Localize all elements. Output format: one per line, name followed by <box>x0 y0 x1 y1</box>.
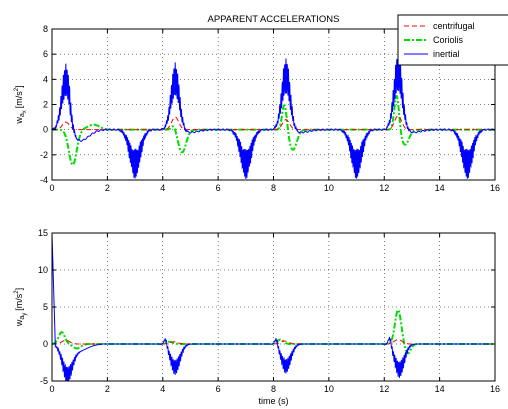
x-tick-label: 6 <box>216 384 221 394</box>
y-tick-label: 10 <box>38 265 48 275</box>
x-tick-label: 10 <box>324 183 334 193</box>
y-tick-label: 15 <box>38 228 48 238</box>
bottom-chart-xlabel: time (s) <box>259 396 289 406</box>
x-tick-label: 6 <box>216 183 221 193</box>
legend-label-centrifugal: centrifugal <box>433 21 475 31</box>
top-chart-ticks: 0 2 4 6 8 10 12 14 16 -4 -2 0 2 4 6 8 <box>40 24 500 193</box>
y-tick-label: 4 <box>43 74 48 84</box>
y-tick-label: 0 <box>43 339 48 349</box>
x-tick-label: 8 <box>271 183 276 193</box>
y-tick-label: 5 <box>43 302 48 312</box>
legend-label-coriolis: Coriolis <box>433 35 464 45</box>
x-tick-label: 2 <box>105 183 110 193</box>
bottom-chart-ylabel: way[m/s2] <box>14 288 28 327</box>
top-chart-ylabel: wax[m/s2] <box>14 85 28 124</box>
x-tick-label: 8 <box>271 384 276 394</box>
series-line-inertial <box>52 233 495 381</box>
x-tick-label: 4 <box>160 384 165 394</box>
y-tick-label: 6 <box>43 49 48 59</box>
x-tick-label: 2 <box>105 384 110 394</box>
bottom-chart-plot-area <box>52 233 495 381</box>
y-tick-label: 0 <box>43 125 48 135</box>
x-tick-label: 16 <box>490 384 500 394</box>
x-tick-label: 12 <box>379 183 389 193</box>
x-tick-label: 10 <box>324 384 334 394</box>
legend: centrifugal Coriolis inertial <box>397 14 508 66</box>
top-chart-plot-area <box>52 53 495 180</box>
x-tick-label: 16 <box>490 183 500 193</box>
y-tick-label: -4 <box>40 175 48 185</box>
top-chart-panel: APPARENT ACCELERATIONS 0 2 4 6 8 10 12 14 16 -4 -2… <box>14 14 508 193</box>
y-tick-label: 2 <box>43 100 48 110</box>
x-tick-label: 14 <box>435 384 445 394</box>
y-tick-label: -2 <box>40 150 48 160</box>
legend-label-inertial: inertial <box>433 49 460 59</box>
x-tick-label: 12 <box>379 384 389 394</box>
series-line-inertial <box>52 53 495 180</box>
chart-title: APPARENT ACCELERATIONS <box>208 14 340 25</box>
y-tick-label: 8 <box>43 24 48 34</box>
x-tick-label: 0 <box>49 384 54 394</box>
bottom-chart-grid <box>52 233 495 381</box>
x-tick-label: 0 <box>49 183 54 193</box>
x-tick-label: 4 <box>160 183 165 193</box>
x-tick-label: 14 <box>435 183 445 193</box>
y-tick-label: -5 <box>40 376 48 386</box>
